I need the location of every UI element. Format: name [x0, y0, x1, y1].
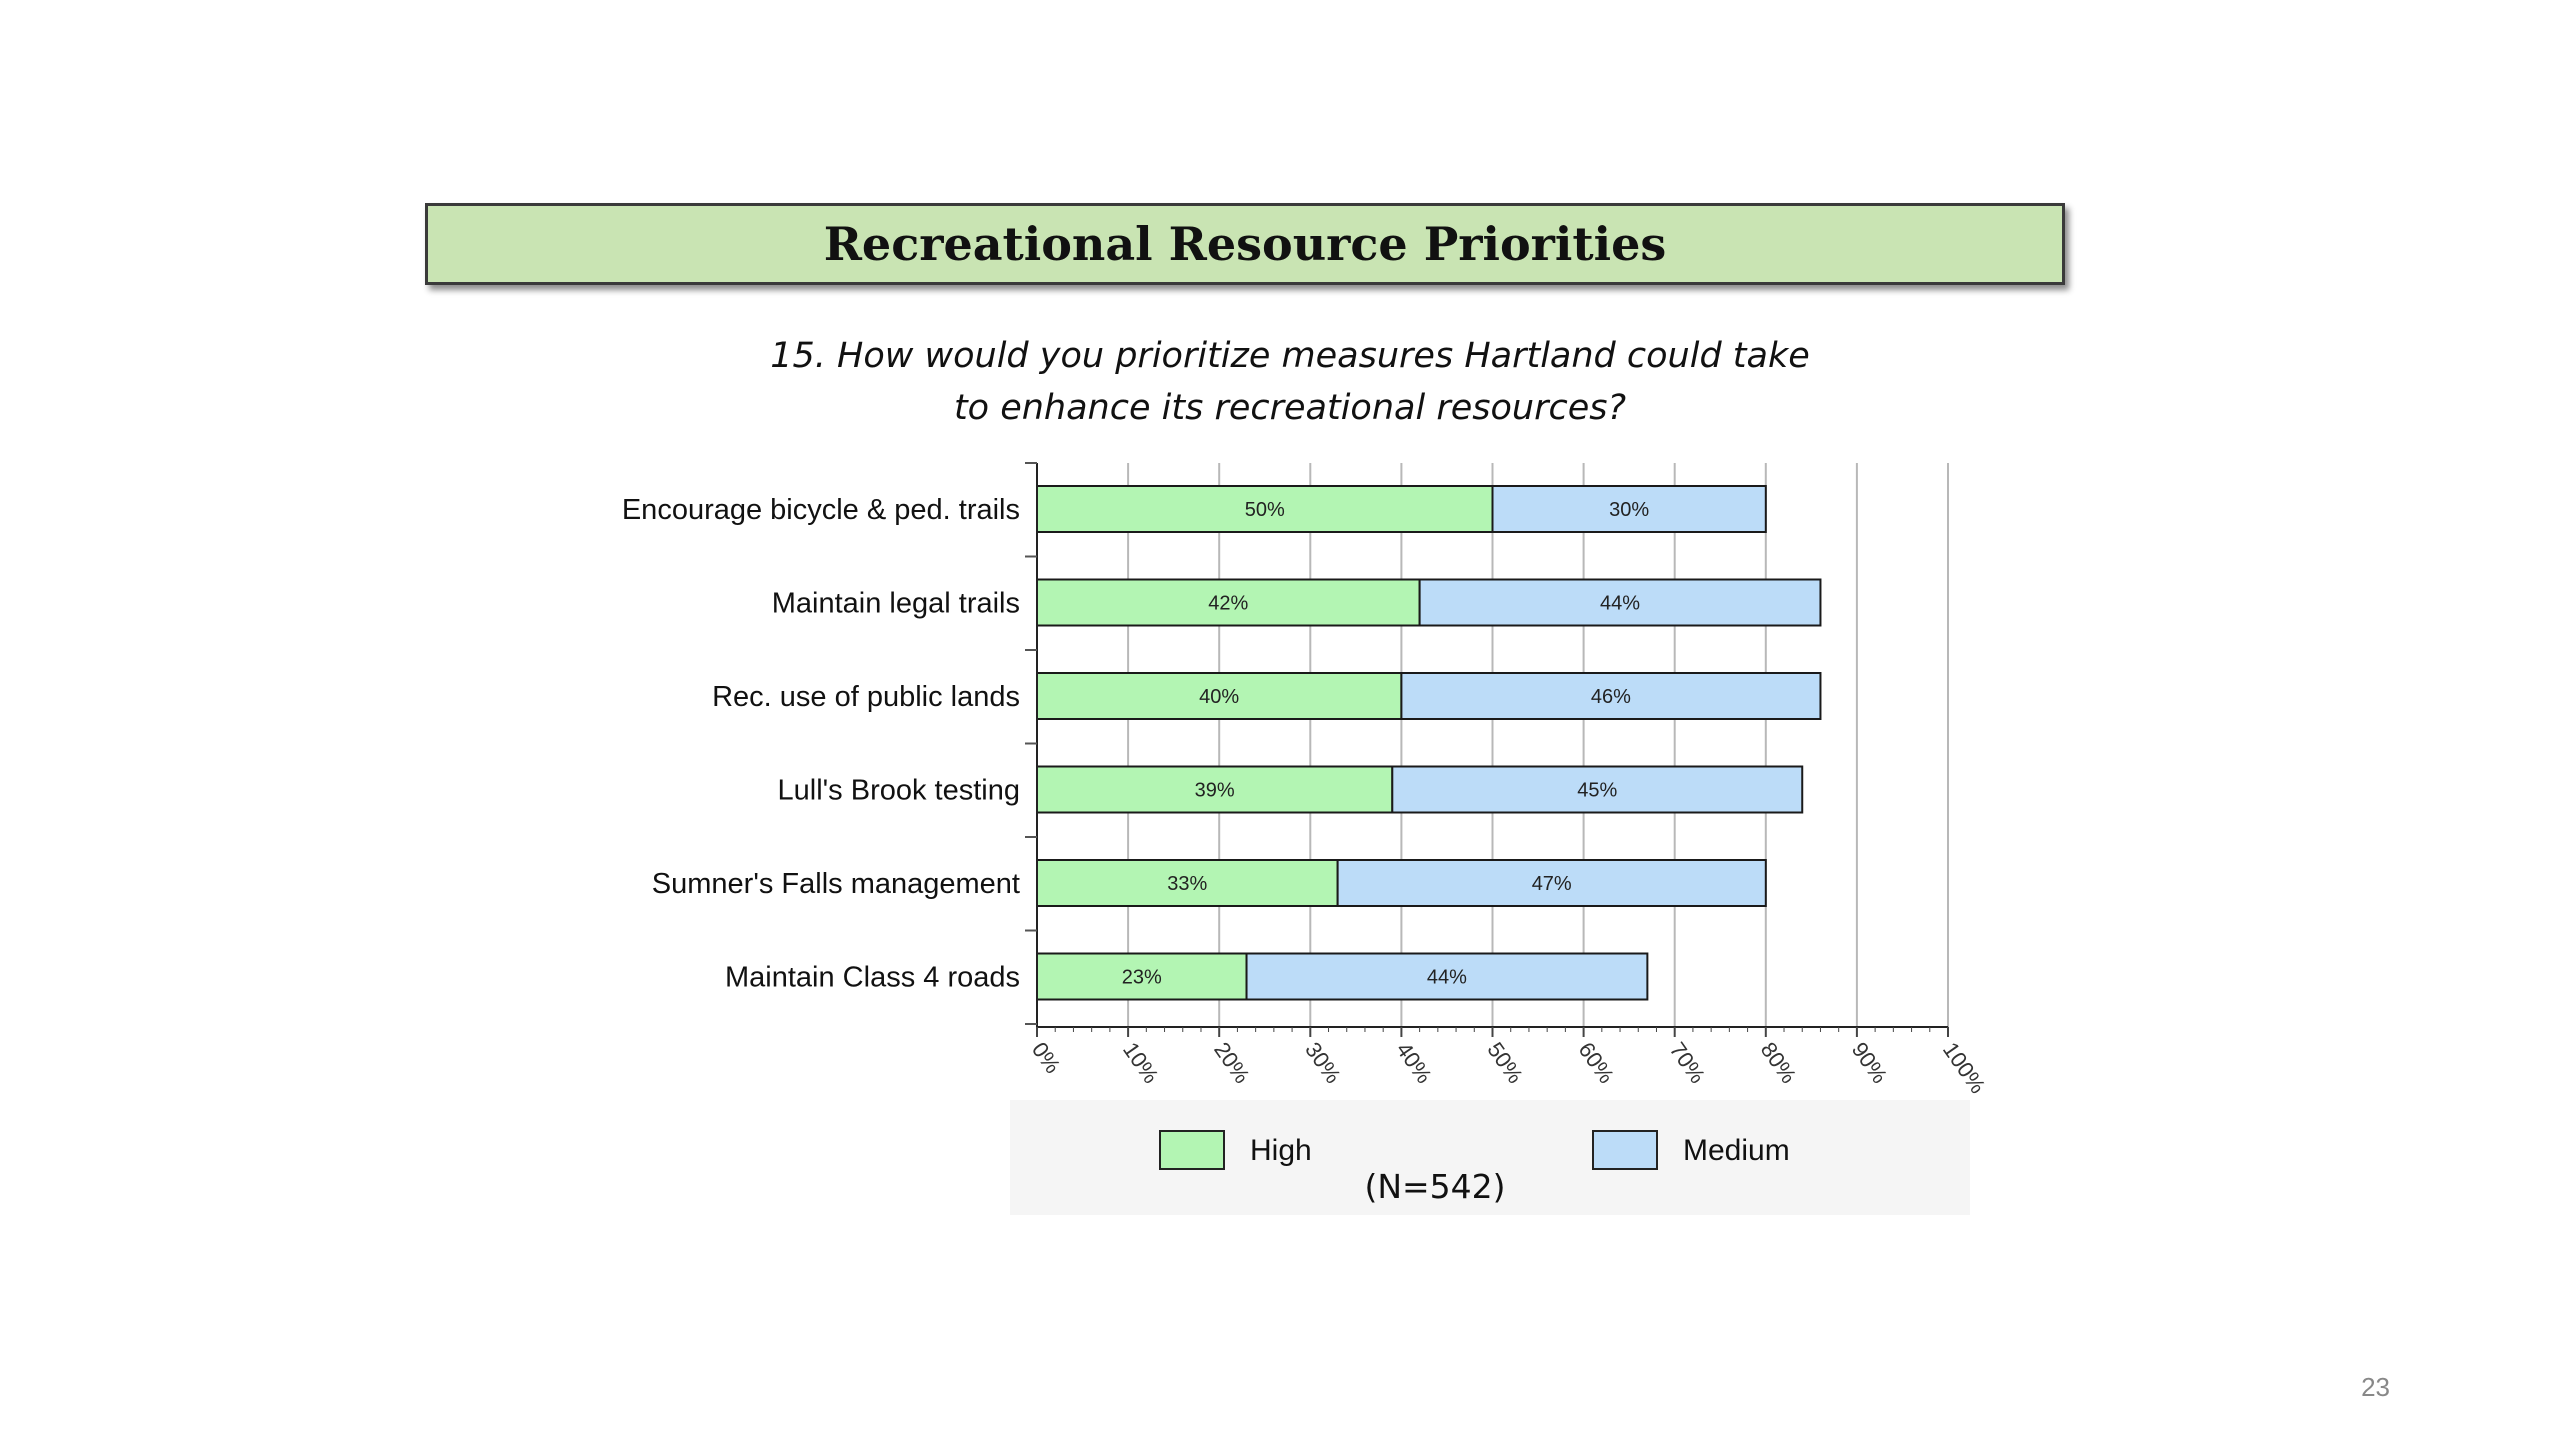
- bar-medium-4: [1336, 859, 1767, 907]
- survey-question: 15. How would you prioritize measures Ha…: [600, 330, 1980, 434]
- data-label-high-0: 50%: [1245, 499, 1285, 521]
- legend-label-medium: Medium: [1683, 1134, 1790, 1167]
- bar-high-3: [1036, 765, 1394, 814]
- category-label-5: Maintain Class 4 roads: [725, 962, 1020, 994]
- data-label-medium-0: 30%: [1609, 499, 1649, 521]
- bar-high-5: [1036, 952, 1248, 1001]
- x-tick-label-80: 80%: [1756, 1038, 1802, 1088]
- category-label-1: Maintain legal trails: [772, 588, 1020, 620]
- x-tick-label-40: 40%: [1391, 1038, 1437, 1088]
- bar-medium-5: [1245, 952, 1649, 1001]
- x-tick-label-0: 0%: [1027, 1038, 1066, 1078]
- x-tick-label-90: 90%: [1847, 1038, 1893, 1088]
- data-label-high-4: 33%: [1167, 873, 1207, 895]
- category-label-2: Rec. use of public lands: [712, 681, 1020, 713]
- legend-swatch-medium: [1592, 1130, 1658, 1170]
- x-tick-label-30: 30%: [1300, 1038, 1346, 1088]
- data-label-high-5: 23%: [1122, 967, 1162, 989]
- bar-high-1: [1036, 578, 1421, 627]
- bar-medium-3: [1391, 765, 1804, 814]
- x-tick-label-10: 10%: [1118, 1038, 1164, 1088]
- bar-medium-1: [1418, 578, 1822, 627]
- category-label-3: Lull's Brook testing: [778, 775, 1021, 807]
- data-label-medium-1: 44%: [1600, 593, 1640, 615]
- x-tick-label-100: 100%: [1938, 1038, 1991, 1098]
- data-label-high-1: 42%: [1208, 593, 1248, 615]
- slide-title-banner: Recreational Resource Priorities: [425, 203, 2065, 285]
- x-tick-label-50: 50%: [1482, 1038, 1528, 1088]
- bar-layer: 50% 30% 42% 44% 40% 46% 39% 45% 33% 47% 23% 44%: [1036, 485, 1822, 1001]
- grid-layer: [1127, 463, 1949, 1027]
- sample-size-note: (N=542): [1364, 1167, 1505, 1206]
- slide-title: Recreational Resource Priorities: [823, 217, 1667, 271]
- legend-label-high: High: [1250, 1134, 1312, 1167]
- question-line-1: 15. How would you prioritize measures Ha…: [770, 336, 1810, 376]
- category-label-0: Encourage bicycle & ped. trails: [622, 494, 1020, 526]
- data-label-medium-5: 44%: [1427, 967, 1467, 989]
- legend-layer: High Medium: [1159, 1130, 1790, 1170]
- bar-medium-2: [1400, 672, 1822, 720]
- page-number: 23: [2361, 1372, 2390, 1402]
- question-line-2: to enhance its recreational resources?: [953, 388, 1627, 428]
- category-label-4: Sumner's Falls management: [652, 868, 1020, 900]
- data-label-medium-2: 46%: [1591, 686, 1631, 708]
- bar-medium-0: [1491, 485, 1767, 533]
- data-label-medium-4: 47%: [1532, 873, 1572, 895]
- data-label-medium-3: 45%: [1577, 780, 1617, 802]
- x-tick-label-60: 60%: [1574, 1038, 1620, 1088]
- x-tick-label-70: 70%: [1665, 1038, 1711, 1088]
- data-label-high-3: 39%: [1195, 780, 1235, 802]
- bar-high-0: [1036, 485, 1494, 533]
- legend-swatch-high: [1159, 1130, 1225, 1170]
- x-tick-label-20: 20%: [1209, 1038, 1255, 1088]
- data-label-high-2: 40%: [1199, 686, 1239, 708]
